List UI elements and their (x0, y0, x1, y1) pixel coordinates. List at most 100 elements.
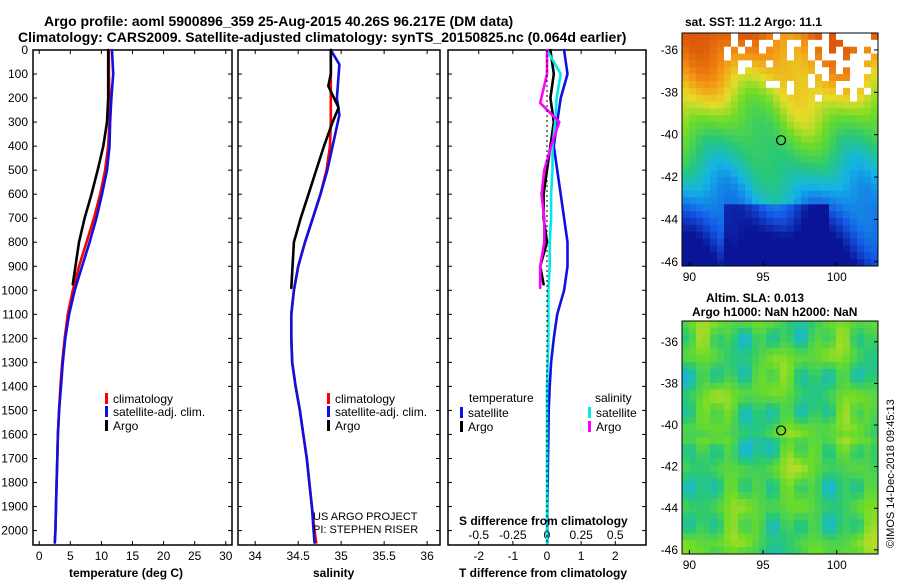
map-cell (815, 327, 823, 336)
map-cell (689, 512, 697, 521)
map-cell (794, 540, 802, 548)
map-cell (738, 430, 746, 438)
map-cell (780, 437, 788, 445)
map-cell (773, 485, 781, 493)
map-cell (850, 389, 858, 397)
map-cell (850, 430, 858, 438)
map-cell (843, 170, 851, 178)
map-cell (780, 375, 788, 384)
project-credit-line2: PI: STEPHEN RISER (313, 524, 418, 536)
map-cell (822, 485, 830, 493)
map-cell (780, 128, 788, 137)
map-cell (801, 197, 809, 205)
map-cell (780, 108, 788, 116)
map-cell (773, 60, 781, 68)
map-cell (787, 485, 795, 493)
map-cell (703, 67, 711, 75)
map-cell (766, 170, 774, 178)
map-cell (689, 362, 697, 370)
map-cell (871, 197, 879, 205)
map-cell (752, 115, 760, 123)
map-cell (759, 190, 767, 198)
map-cell (710, 190, 718, 198)
map-cell (829, 87, 837, 96)
map-cell (857, 218, 865, 226)
map-cell (773, 163, 781, 171)
map-cell (815, 485, 823, 493)
x-tick-label: 34.5 (286, 549, 310, 563)
map-cell (780, 218, 788, 226)
map-cell (794, 53, 802, 61)
map-cell (703, 204, 711, 212)
map-cell (745, 163, 753, 171)
map-cell (731, 485, 739, 493)
map-cell (780, 355, 788, 363)
map-cell (710, 218, 718, 226)
map-cell (710, 403, 718, 411)
map-cell (780, 403, 788, 411)
map-cell (738, 218, 746, 226)
map-cell (745, 540, 753, 548)
map-cell (773, 53, 781, 61)
map-cell (773, 451, 781, 459)
map-cell (752, 519, 760, 527)
map-cell (801, 321, 809, 329)
map-cell (787, 341, 795, 349)
map-cell (815, 355, 823, 363)
map-cell (682, 108, 690, 116)
map-cell (843, 60, 851, 68)
sst-map (682, 33, 879, 267)
map-cell (850, 170, 858, 178)
map-cell (801, 355, 809, 363)
salinity-panel (237, 49, 441, 546)
map-cell (815, 375, 823, 384)
series-climatology (53, 48, 111, 544)
map-cell (717, 94, 725, 102)
map-cell (696, 53, 704, 61)
map-cell (822, 190, 830, 198)
figure-title-line1: Argo profile: aoml 5900896_359 25-Aug-20… (44, 13, 513, 29)
map-cell (710, 506, 718, 514)
map-cell (745, 80, 753, 89)
map-cell (787, 135, 795, 144)
map-cell (829, 67, 837, 75)
map-cell (794, 46, 802, 54)
map-cell (808, 238, 816, 246)
map-cell (822, 547, 830, 555)
map-cell (850, 403, 858, 411)
map-cell (801, 526, 809, 534)
map-cell (745, 410, 753, 418)
map-cell (703, 403, 711, 411)
map-cell (752, 382, 760, 390)
map-cell (724, 416, 732, 425)
map-cell (696, 135, 704, 144)
map-cell (794, 33, 802, 41)
map-cell (703, 416, 711, 425)
map-cell (836, 46, 844, 54)
map-cell (843, 499, 851, 507)
map-cell (745, 218, 753, 226)
map-cell (682, 87, 690, 96)
map-cell (752, 211, 760, 219)
map-cell (836, 375, 844, 384)
map-cell (731, 334, 739, 342)
map-cell (738, 444, 746, 452)
map-cell (724, 218, 732, 226)
map-cell (682, 327, 690, 336)
map-cell (773, 252, 781, 260)
map-cell (801, 259, 809, 267)
map-cell (822, 252, 830, 260)
map-cell (787, 321, 795, 329)
map-cell (724, 437, 732, 445)
map-cell (822, 238, 830, 246)
map-cell (731, 492, 739, 500)
map-cell (696, 142, 704, 150)
map-cell (843, 197, 851, 205)
map-cell (815, 170, 823, 178)
map-cell (773, 176, 781, 185)
map-cell (682, 142, 690, 150)
map-cell (682, 410, 690, 418)
map-cell (787, 451, 795, 459)
depth-tick-label: 1300 (1, 355, 28, 369)
series-climatology (289, 48, 333, 544)
